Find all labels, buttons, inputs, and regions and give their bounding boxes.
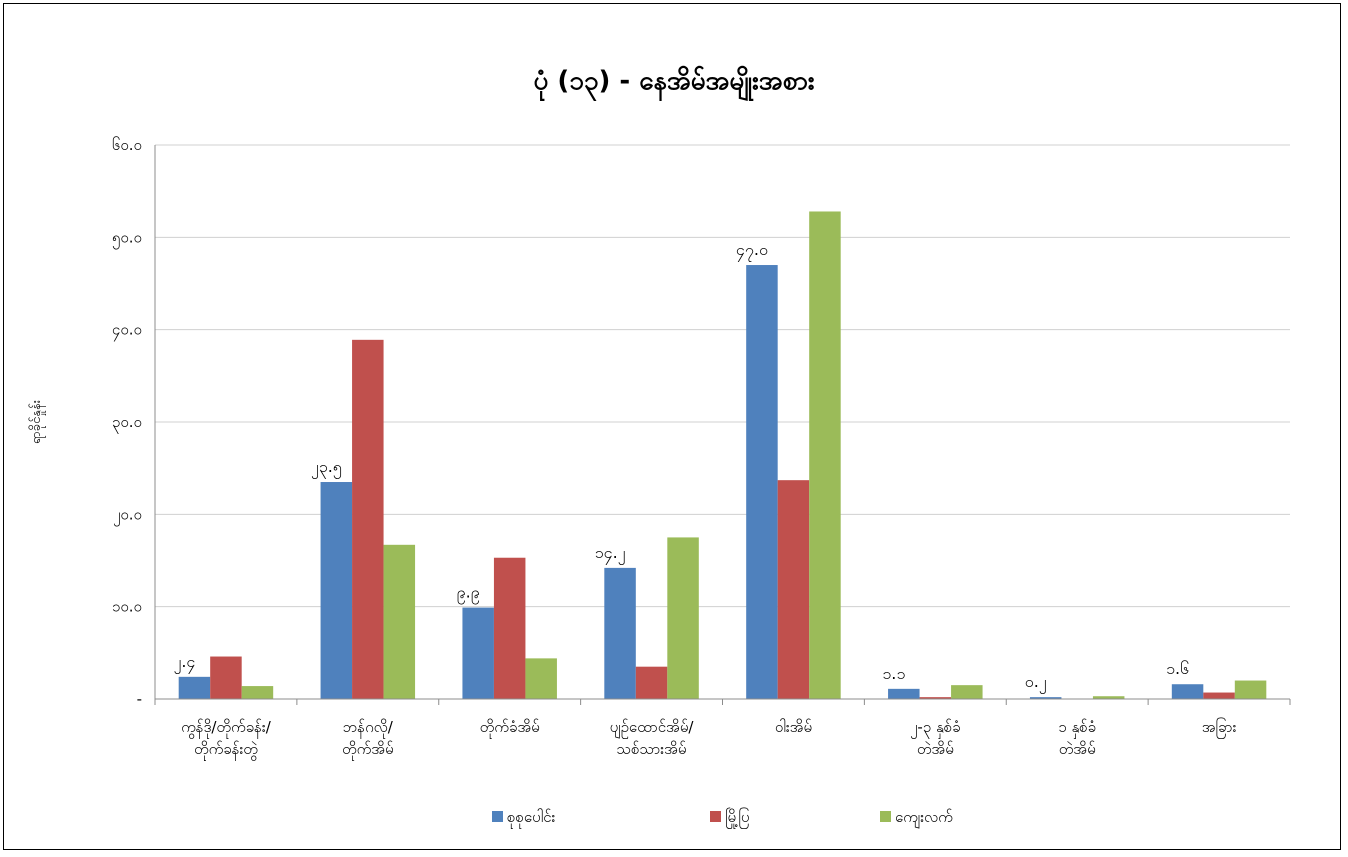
data-label: ၁.၁	[882, 664, 905, 683]
bar	[178, 676, 211, 699]
bar	[888, 688, 920, 699]
bar	[241, 686, 274, 699]
bar	[352, 339, 384, 699]
data-label: ၁၄.၂	[595, 543, 626, 565]
legend-label: စုစုပေါင်း	[507, 808, 555, 829]
x-tick-label: အခြား	[1202, 717, 1237, 739]
bar	[320, 482, 353, 699]
x-tick-label: ပျဉ်ထောင်အိမ်/	[610, 718, 695, 739]
data-label: ၉.၉	[457, 583, 480, 605]
bar	[919, 697, 952, 699]
bar	[1029, 697, 1062, 699]
bar	[1092, 696, 1125, 699]
legend-label: မြို့ပြ	[725, 807, 749, 829]
bar	[462, 607, 494, 699]
axes	[154, 145, 1291, 705]
x-tick-label: တိုက်ခံအိမ်	[480, 718, 540, 739]
x-tick-label: ၂-၃ နှစ်ခံ	[910, 718, 961, 739]
legend-swatch	[492, 811, 503, 822]
labels: - ၁၀.၀ ၂၀.၀ ၃၀.၀ ၄၀.၀ ၅၀.၀ ၆၀.၀၂.၄ကွန်ဒို/တိုက…	[112, 136, 1237, 761]
y-tick-label: -	[137, 690, 142, 708]
bar	[951, 685, 983, 699]
bar	[525, 658, 557, 699]
bar	[1234, 680, 1267, 699]
chart-title: ပုံ (၁၃) - နေအိမ်အမျိုးအစား	[533, 65, 814, 102]
bar	[777, 480, 810, 699]
bar	[809, 211, 841, 700]
data-label: ၄၇.၀	[736, 240, 768, 262]
y-tick-label: ၄၀.၀	[112, 321, 142, 342]
bar	[667, 537, 699, 699]
x-tick-label: တဲအိမ်	[917, 740, 954, 758]
y-tick-label: ၂၀.၀	[113, 505, 142, 526]
y-tick-label: ၅၀.၀	[112, 228, 142, 249]
data-label: ၀.၂	[1025, 672, 1047, 694]
y-tick-label: ၁၀.၀	[112, 598, 142, 616]
x-tick-label: ၁ နှစ်ခံ	[1058, 718, 1096, 739]
data-label: ၁.၆	[1166, 659, 1189, 678]
y-tick-label: ၆၀.၀	[112, 136, 142, 154]
bar	[635, 666, 668, 699]
x-tick-label: သစ်သားအိမ်	[617, 740, 687, 758]
legend-swatch	[710, 811, 721, 822]
x-tick-label: ကွန်ဒို/တိုက်ခန်း/	[181, 718, 272, 739]
x-tick-label: ဝါးအိမ်	[775, 718, 812, 736]
data-label: ၂၃.၅	[311, 457, 342, 479]
legend: စုစုပေါင်း မြို့ပြ ကျေးလက်	[492, 807, 953, 829]
y-tick-label: ၃၀.၀	[112, 413, 142, 434]
y-axis-label: ရာခိုင်နှုန်း	[28, 400, 46, 444]
x-tick-label: တိုက်အိမ်	[342, 740, 394, 761]
bar	[493, 557, 526, 699]
x-tick-label: ဘန်ဂလို/	[343, 718, 394, 739]
legend-label: ကျေးလက်	[895, 808, 953, 829]
bar	[1171, 684, 1204, 699]
legend-swatch	[880, 811, 891, 822]
bar	[604, 567, 636, 699]
bar	[1203, 692, 1235, 699]
bar	[383, 544, 416, 699]
data-label: ၂.၄	[173, 652, 195, 674]
chart-frame	[3, 3, 1341, 850]
bar	[210, 656, 242, 699]
bar	[746, 265, 778, 699]
x-tick-label: တဲအိမ်	[1059, 740, 1096, 758]
bars	[178, 211, 1267, 700]
x-tick-label: တိုက်ခန်းတွဲ	[194, 740, 258, 761]
